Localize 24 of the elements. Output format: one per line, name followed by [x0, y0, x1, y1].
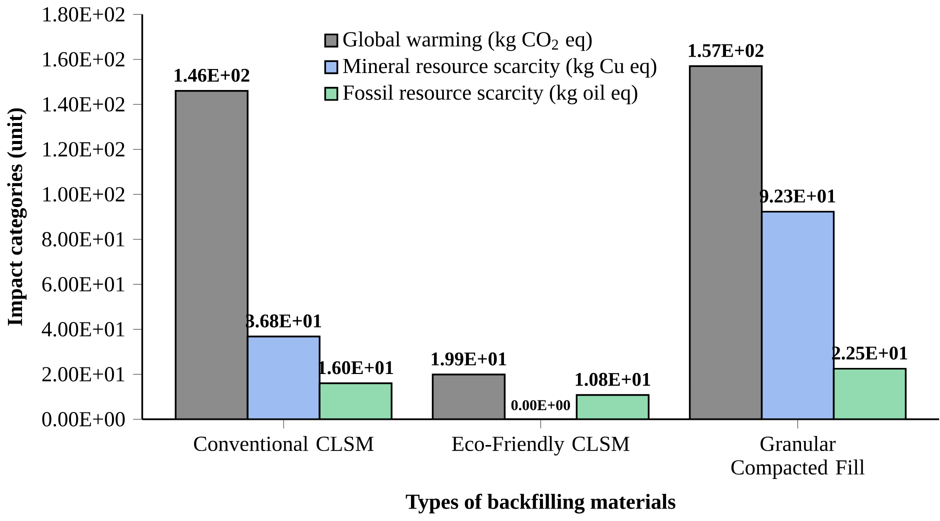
data-label: 1.57E+02 [688, 44, 764, 58]
data-label: 0.00E+00 [511, 400, 570, 410]
y-tick-label: 1.00E+02 [43, 187, 124, 202]
y-tick-label: 8.00E+01 [42, 232, 124, 247]
x-tick-label: Conventional CLSM [194, 436, 374, 452]
y-tick-label: 4.00E+01 [42, 322, 124, 337]
y-tick-label: 1.40E+02 [43, 97, 124, 112]
y-tick-label: 1.20E+02 [43, 142, 124, 157]
x-axis-title: Types of backfilling materials [406, 494, 676, 514]
y-tick-label: 0.00E+00 [42, 412, 125, 427]
data-label: 1.08E+01 [576, 373, 650, 386]
data-label: 1.99E+01 [432, 352, 506, 366]
legend-label: Fossil resource scarcity (kg oil eq) [343, 84, 638, 104]
data-label: 1.46E+02 [174, 68, 250, 82]
x-tick-label: Granular Compacted Fill [731, 436, 865, 480]
y-axis-title: Impact categories (unit) [7, 108, 27, 326]
y-tick-label: 1.60E+02 [43, 52, 124, 67]
legend-label: Global warming (kg CO$_{2}$ eq) [343, 32, 592, 52]
bar [248, 336, 320, 420]
y-tick-label: 6.00E+01 [42, 277, 124, 292]
legend-label: Mineral resource scarcity (kg Cu eq) [343, 58, 656, 78]
y-tick-label: 1.80E+02 [43, 7, 124, 22]
y-tick-label: 2.00E+01 [42, 367, 124, 382]
x-tick-label: Eco-Friendly CLSM [452, 436, 630, 456]
